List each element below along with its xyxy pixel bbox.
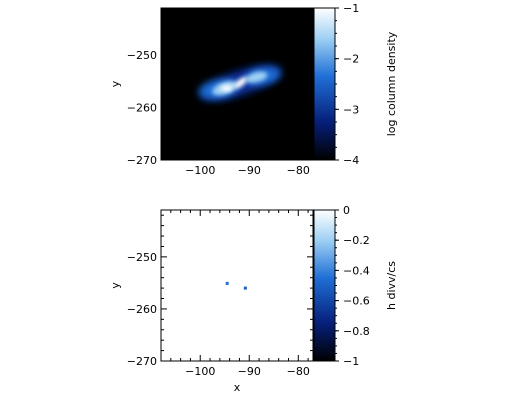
- y-axis-label: y: [109, 80, 122, 87]
- plot-frame: [160, 7, 314, 161]
- x-tick-label: −80: [287, 164, 310, 177]
- x-axis-label: x: [234, 381, 241, 394]
- x-tick-label: −80: [287, 365, 310, 378]
- colorbar-tick-label: −3: [343, 103, 359, 116]
- plot-background: [161, 210, 313, 361]
- divergence-panel: −100 −90 −80 −250 −260 −270 y x 0 −0.2 −0.4 −0.6 −0.…: [109, 204, 398, 394]
- data-point: [243, 286, 247, 290]
- y-tick-label: −250: [127, 251, 157, 264]
- plot-content: [225, 281, 247, 290]
- colorbar: [313, 209, 336, 362]
- plot-frame: [160, 209, 314, 362]
- colorbar-tick-label: −0.6: [343, 295, 370, 308]
- y-tick-label: −260: [127, 303, 157, 316]
- density-panel: −100 −90 −80 −250 −260 −270 y −1 −2 −3 −4 log colum…: [109, 2, 398, 177]
- colorbar-tick-label: −1: [343, 2, 359, 15]
- x-tick-label: −100: [185, 365, 215, 378]
- y-tick-label: −270: [127, 355, 157, 368]
- colorbar-tick-label: −4: [343, 154, 359, 167]
- colorbar-tick-label: −2: [343, 53, 359, 66]
- colorbar-label: log column density: [385, 31, 398, 136]
- colorbar-tick-label: −0.4: [343, 264, 370, 277]
- colorbar-tick-label: −0.2: [343, 234, 370, 247]
- left-peak: [220, 85, 233, 92]
- x-tick-label: −100: [185, 164, 215, 177]
- colorbar-tick-label: −0.8: [343, 325, 370, 338]
- right-lobe-core: [245, 71, 268, 83]
- y-axis-label: y: [109, 282, 122, 289]
- y-tick-label: −260: [127, 102, 157, 115]
- bridge-core: [234, 76, 248, 89]
- colorbar-label: h divv/cs: [385, 261, 398, 310]
- colorbar-tick-label: −1: [343, 355, 359, 368]
- density-blob: [198, 65, 281, 100]
- data-point: [225, 281, 229, 285]
- x-tick-label: −90: [238, 365, 261, 378]
- y-tick-label: −250: [127, 49, 157, 62]
- y-tick-label: −270: [127, 154, 157, 167]
- x-tick-label: −90: [238, 164, 261, 177]
- plot-content: [198, 65, 281, 100]
- colorbar: [313, 7, 336, 161]
- colorbar-tick-label: 0: [343, 204, 350, 217]
